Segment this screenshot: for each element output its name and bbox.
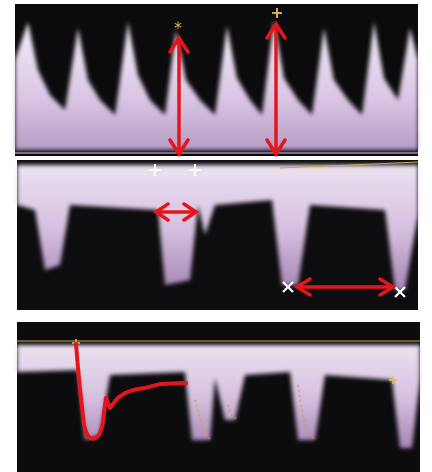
panel-top: * (15, 4, 418, 156)
caliper-asterisk: * (174, 18, 182, 37)
panel-middle (17, 160, 418, 310)
panel-bottom (17, 322, 420, 472)
